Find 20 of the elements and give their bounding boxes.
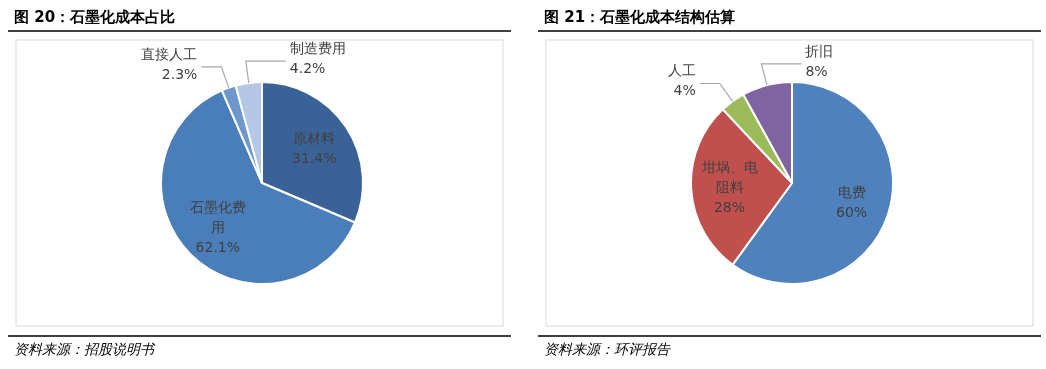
data-label: 4.2% [289, 60, 326, 77]
data-label: 62.1% [195, 239, 241, 256]
slice-label: 石墨化费用 [189, 199, 246, 236]
slice-label: 折旧 [805, 42, 834, 59]
text: 资料来源：环评报告 [544, 341, 671, 357]
slice-label: 坩埚、电阻料 [700, 158, 758, 195]
data-label: 31.4% [291, 150, 337, 167]
slice-label: 电费 [837, 184, 866, 201]
data-label: 60% [835, 204, 868, 221]
slice-label: 人工 [667, 62, 696, 79]
chart-title: 图 20：石墨化成本占比 [14, 8, 176, 26]
data-label: 2.3% [161, 65, 198, 82]
slice-label: 直接人工 [141, 45, 198, 62]
data-label: 4% [673, 82, 696, 99]
data-label: 28% [713, 198, 746, 215]
chart-title: 图 21：石墨化成本结构估算 [544, 8, 736, 26]
slice-label: 制造费用 [289, 40, 346, 57]
data-label: 8% [805, 62, 828, 79]
slice-label: 原材料 [293, 130, 336, 147]
text: 资料来源：招股说明书 [14, 341, 156, 357]
